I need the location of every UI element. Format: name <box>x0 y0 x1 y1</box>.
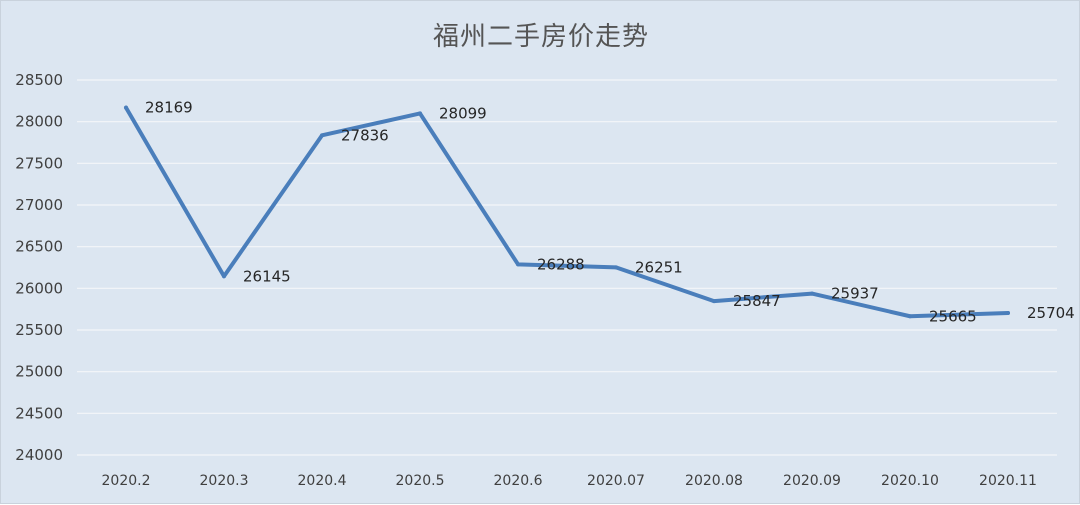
chart-title: 福州二手房价走势 <box>433 22 649 52</box>
gridlines <box>77 79 1057 456</box>
x-tick-label: 2020.09 <box>783 473 841 489</box>
data-point <box>516 262 520 267</box>
x-tick-label: 2020.6 <box>494 473 543 489</box>
y-tick-label: 26000 <box>15 279 63 297</box>
data-label: 25847 <box>733 292 781 310</box>
y-tick-label: 26500 <box>15 238 63 256</box>
data-point <box>712 299 716 304</box>
data-point <box>908 314 912 319</box>
series-line <box>124 105 1010 319</box>
x-tick-label: 2020.08 <box>685 473 743 489</box>
data-point <box>418 111 422 116</box>
x-tick-label: 2020.2 <box>102 473 151 489</box>
data-label: 25704 <box>1027 304 1075 322</box>
x-tick-label: 2020.3 <box>200 473 249 489</box>
data-label: 27836 <box>341 126 389 144</box>
data-label: 28099 <box>439 104 487 122</box>
data-label: 28169 <box>145 99 193 117</box>
data-label: 25937 <box>831 285 879 303</box>
x-tick-label: 2020.10 <box>881 473 939 489</box>
x-tick-label: 2020.5 <box>396 473 445 489</box>
x-axis-ticks: 2020.2 2020.3 2020.4 2020.5 2020.6 2020.07 202… <box>102 473 1037 489</box>
y-tick-label: 25500 <box>15 321 63 339</box>
y-tick-label: 24000 <box>15 446 63 464</box>
data-label: 26145 <box>243 267 291 285</box>
y-tick-label: 25000 <box>15 363 63 381</box>
series-layer <box>124 105 1010 319</box>
x-tick-label: 2020.07 <box>587 473 645 489</box>
y-tick-label: 24500 <box>15 404 63 422</box>
x-tick-label: 2020.4 <box>298 473 347 489</box>
data-label: 25665 <box>929 307 977 325</box>
y-tick-label: 28500 <box>15 71 63 89</box>
data-labels: 28169 26145 27836 28099 26288 26251 25847 25937… <box>145 99 1075 326</box>
data-label: 26288 <box>537 255 585 273</box>
data-point <box>222 274 226 279</box>
y-axis-ticks: 24000 24500 25000 25500 26000 26500 27000 27500… <box>15 71 63 464</box>
data-label: 26251 <box>635 258 683 276</box>
y-tick-label: 27000 <box>15 196 63 214</box>
data-point <box>810 291 814 296</box>
data-point <box>614 265 618 270</box>
data-point <box>124 105 128 110</box>
data-point <box>320 133 324 138</box>
y-tick-label: 27500 <box>15 154 63 172</box>
y-tick-label: 28000 <box>15 113 63 131</box>
data-point <box>1006 311 1010 315</box>
x-tick-label: 2020.11 <box>979 473 1037 489</box>
